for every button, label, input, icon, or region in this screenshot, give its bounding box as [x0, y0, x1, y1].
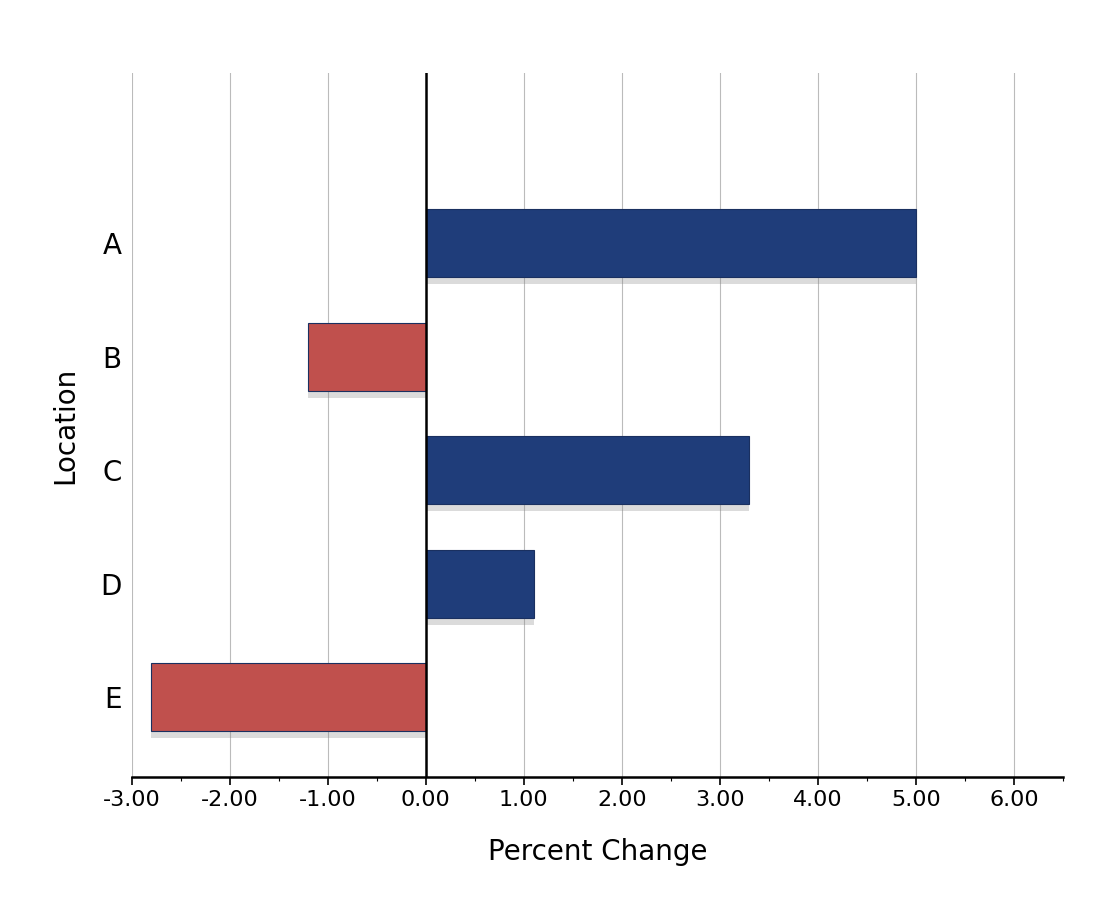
Bar	[425, 209, 916, 278]
Bar	[425, 550, 534, 618]
Bar	[425, 557, 534, 625]
Bar	[151, 664, 425, 731]
X-axis label: Percent Change: Percent Change	[488, 838, 707, 866]
Y-axis label: Location: Location	[52, 367, 80, 484]
Bar	[308, 330, 425, 398]
Bar	[308, 323, 425, 391]
Bar	[425, 443, 750, 511]
Bar	[425, 436, 750, 505]
Bar	[425, 216, 916, 284]
Bar	[151, 670, 425, 739]
